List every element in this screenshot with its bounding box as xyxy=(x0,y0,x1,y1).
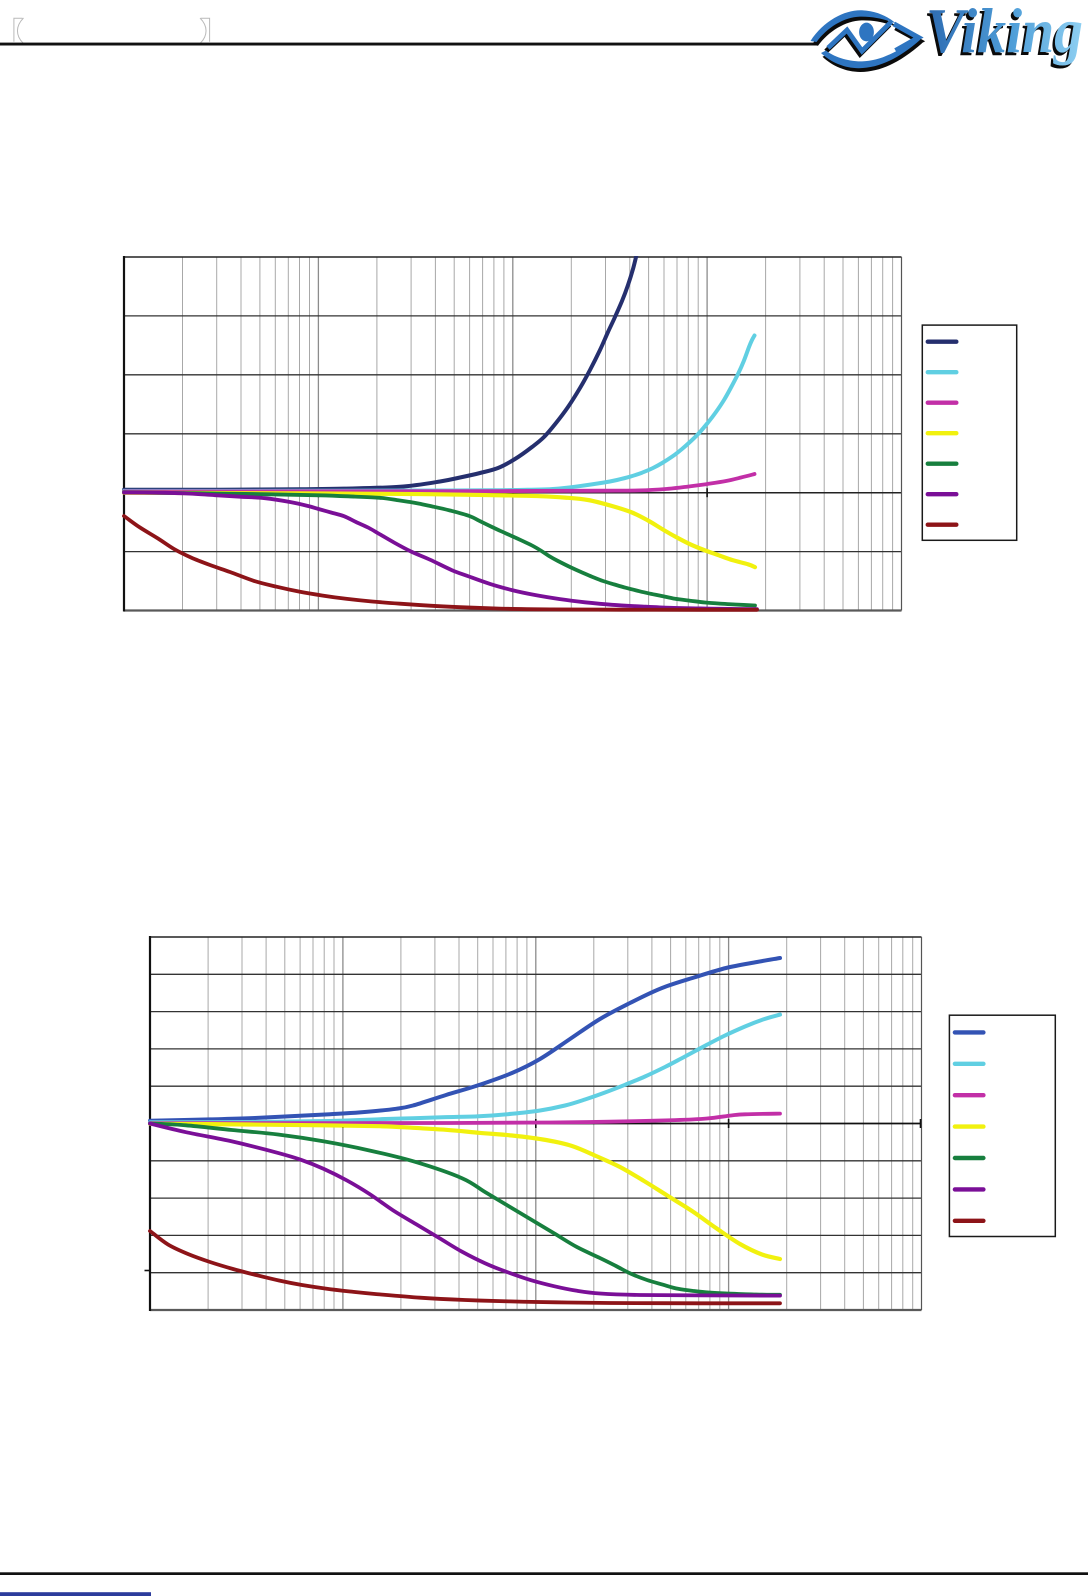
svg-text:Viking: Viking xyxy=(926,0,1083,66)
svg-text:Viking: Viking xyxy=(924,0,1081,69)
